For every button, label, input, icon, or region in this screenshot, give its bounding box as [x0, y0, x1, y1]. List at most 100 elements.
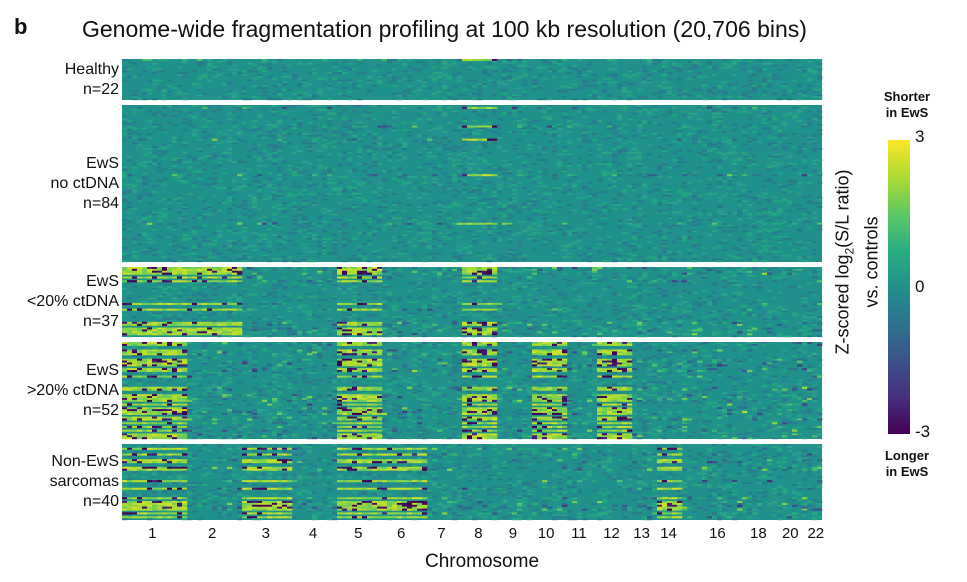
- heatmap-cell: [817, 75, 823, 78]
- heatmap-cell: [482, 241, 488, 244]
- heatmap-cell: [262, 268, 268, 271]
- heatmap-cell: [682, 185, 688, 188]
- heatmap-cell: [637, 306, 643, 309]
- heatmap-cell: [357, 270, 363, 273]
- heatmap-cell: [362, 232, 368, 235]
- heatmap-cell: [657, 146, 663, 149]
- heatmap-cell: [122, 79, 128, 82]
- heatmap-cell: [237, 131, 243, 134]
- heatmap-cell: [802, 256, 808, 259]
- heatmap-cell: [157, 70, 163, 73]
- heatmap-cell: [692, 243, 698, 246]
- heatmap-cell: [272, 284, 278, 287]
- heatmap-cell: [192, 83, 198, 86]
- heatmap-cell: [697, 329, 703, 332]
- heatmap-cell: [402, 147, 408, 151]
- heatmap-cell: [232, 110, 238, 113]
- heatmap-cell: [782, 310, 788, 313]
- heatmap-cell: [577, 110, 583, 113]
- heatmap-cell: [422, 147, 428, 151]
- heatmap-cell: [547, 68, 553, 71]
- heatmap-cell: [597, 237, 603, 240]
- heatmap-cell: [532, 200, 538, 203]
- heatmap-cell: [467, 268, 473, 271]
- heatmap-cell: [122, 174, 128, 177]
- heatmap-cell: [367, 118, 373, 121]
- heatmap-cell: [177, 159, 183, 162]
- heatmap-cell: [187, 161, 193, 164]
- heatmap-cell: [227, 68, 233, 71]
- heatmap-cell: [252, 268, 258, 271]
- heatmap-cell: [312, 96, 318, 99]
- heatmap-cell: [472, 98, 478, 101]
- heatmap-cell: [637, 295, 643, 298]
- heatmap-cell: [622, 316, 628, 319]
- heatmap-cell: [667, 318, 673, 321]
- heatmap-cell: [162, 215, 168, 218]
- heatmap-cell: [712, 222, 718, 225]
- heatmap-cell: [392, 267, 398, 270]
- heatmap-cell: [407, 230, 413, 233]
- heatmap-cell: [132, 131, 138, 134]
- heatmap-cell: [627, 157, 633, 160]
- heatmap-cell: [692, 75, 698, 78]
- heatmap-cell: [772, 136, 778, 139]
- heatmap-cell: [177, 272, 183, 275]
- heatmap-cell: [262, 237, 268, 240]
- heatmap-cell: [367, 308, 373, 311]
- heatmap-cell: [817, 59, 823, 62]
- heatmap-cell: [432, 295, 438, 298]
- heatmap-cell: [762, 268, 768, 271]
- heatmap-cell: [467, 331, 473, 334]
- heatmap-cell: [652, 198, 658, 201]
- heatmap-cell: [202, 168, 208, 171]
- heatmap-cell: [322, 237, 328, 240]
- heatmap-cell: [397, 252, 403, 255]
- heatmap-cell: [202, 92, 208, 95]
- heatmap-cell: [482, 181, 488, 184]
- heatmap-cell: [212, 243, 218, 246]
- heatmap-cell: [557, 140, 563, 143]
- heatmap-cell: [282, 209, 288, 212]
- heatmap-cell: [582, 85, 588, 88]
- heatmap-cell: [382, 301, 388, 304]
- heatmap-cell: [567, 155, 573, 158]
- heatmap-cell: [462, 327, 468, 330]
- heatmap-cell: [237, 205, 243, 208]
- heatmap-cell: [412, 267, 418, 270]
- heatmap-cell: [377, 142, 383, 145]
- heatmap-cell: [167, 144, 173, 147]
- heatmap-cell: [162, 280, 168, 283]
- heatmap-cell: [262, 90, 268, 93]
- heatmap-cell: [452, 204, 458, 207]
- heatmap-cell: [537, 106, 543, 109]
- heatmap-cell: [372, 153, 378, 156]
- heatmap-cell: [682, 125, 688, 128]
- heatmap-cell: [622, 88, 628, 91]
- heatmap-cell: [442, 289, 448, 292]
- heatmap-cell: [577, 164, 583, 167]
- heatmap-cell: [652, 200, 658, 203]
- heatmap-cell: [162, 276, 168, 279]
- heatmap-cell: [402, 252, 408, 255]
- heatmap-cell: [362, 177, 368, 180]
- heatmap-cell: [147, 237, 153, 240]
- heatmap-cell: [427, 252, 433, 255]
- heatmap-cell: [417, 118, 423, 121]
- heatmap-cell: [382, 170, 388, 173]
- heatmap-cell: [587, 131, 593, 134]
- heatmap-cell: [357, 181, 363, 184]
- heatmap-cell: [537, 127, 543, 130]
- heatmap-cell: [392, 77, 398, 80]
- heatmap-cell: [487, 302, 493, 306]
- heatmap-cell: [692, 230, 698, 233]
- heatmap-cell: [762, 79, 768, 82]
- heatmap-cell: [197, 138, 203, 141]
- heatmap-cell: [797, 108, 803, 111]
- heatmap-cell: [167, 85, 173, 88]
- heatmap-cell: [492, 329, 498, 332]
- heatmap-cell: [147, 151, 153, 154]
- heatmap-cell: [422, 323, 428, 326]
- heatmap-cell: [792, 327, 798, 330]
- heatmap-cell: [682, 314, 688, 317]
